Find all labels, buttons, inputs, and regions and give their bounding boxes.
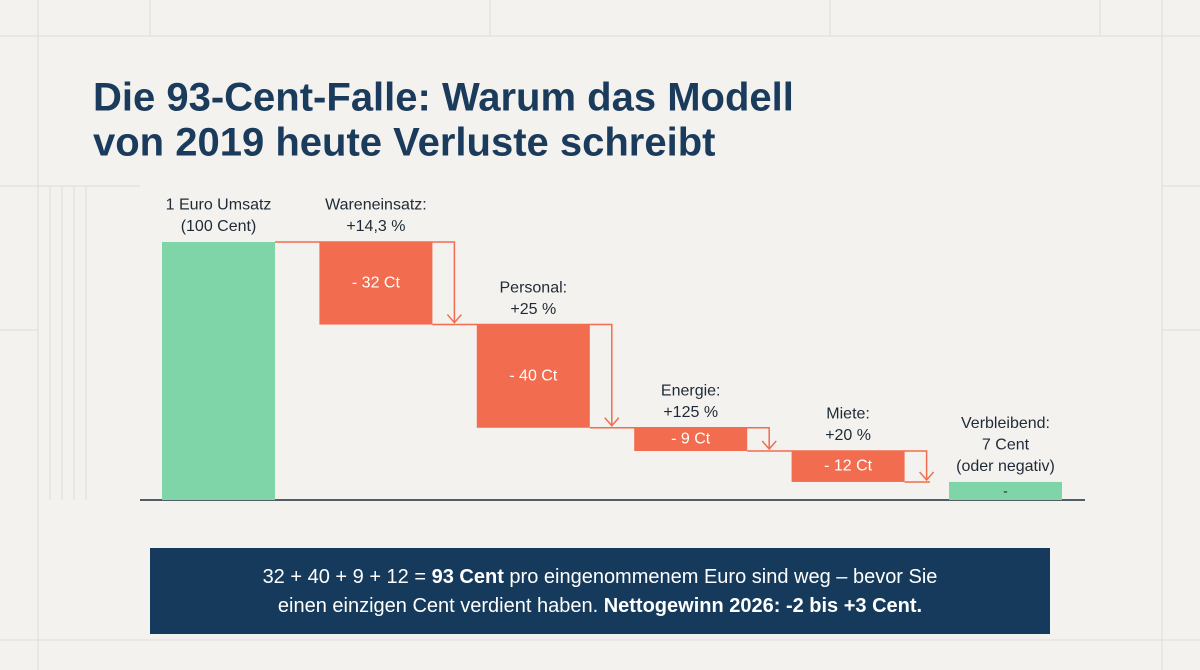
waterfall-chart: 1 Euro Umsatz (100 Cent) - 32 Ct Wareneinsa… — [140, 197, 1085, 501]
bar — [949, 481, 1062, 500]
bar — [162, 242, 275, 500]
footer-segment: einen einzigen Cent verdient haben. — [278, 595, 604, 617]
connector-arrow — [604, 417, 620, 427]
category-label: Miete: — [826, 406, 870, 423]
category-label: +20 % — [825, 427, 871, 444]
connector-arrow — [761, 440, 777, 451]
footer-line: einen einzigen Cent verdient haben. Nett… — [278, 595, 922, 617]
connector — [904, 481, 930, 483]
connector-arrow — [919, 471, 935, 482]
footer-box — [150, 548, 1050, 634]
footer-line: 32 + 40 + 9 + 12 = 93 Cent pro eingenomm… — [263, 566, 938, 588]
category-label: Verbleibend: — [961, 415, 1050, 432]
category-label: (oder negativ) — [956, 458, 1055, 475]
bar-label: - 9 Ct — [671, 431, 711, 448]
category-label: +25 % — [510, 301, 556, 318]
bar — [319, 242, 433, 325]
category-label: (100 Cent) — [181, 218, 257, 235]
category-label: Personal: — [500, 279, 568, 296]
bar-label: - 32 Ct — [352, 274, 401, 291]
title-line: von 2019 heute Verluste schreibt — [93, 121, 715, 165]
footer-segment: 32 + 40 + 9 + 12 = — [263, 566, 432, 588]
title-line: Die 93-Cent-Falle: Warum das Modell — [93, 76, 794, 120]
bar-label: - — [1003, 483, 1008, 499]
footer-segment: Nettogewinn 2026: -2 bis +3 Cent. — [604, 595, 922, 617]
category-label: Wareneinsatz: — [325, 197, 427, 214]
bar — [791, 450, 905, 482]
bar-label: - 40 Ct — [509, 367, 558, 384]
bar — [634, 427, 748, 451]
footer-segment: 93 Cent — [432, 566, 505, 588]
category-label: +14,3 % — [346, 218, 405, 235]
category-label: 1 Euro Umsatz — [166, 197, 272, 214]
footer: 32 + 40 + 9 + 12 = 93 Cent pro eingenomm… — [150, 548, 1050, 634]
category-label: Energie: — [661, 382, 721, 399]
category-label: 7 Cent — [982, 437, 1030, 454]
connector-arrow — [446, 314, 462, 324]
category-label: +125 % — [663, 404, 718, 421]
footer-segment: pro eingenommenem Euro sind weg – bevor … — [504, 566, 938, 588]
bar — [476, 324, 590, 428]
bar-label: - 12 Ct — [824, 458, 873, 475]
